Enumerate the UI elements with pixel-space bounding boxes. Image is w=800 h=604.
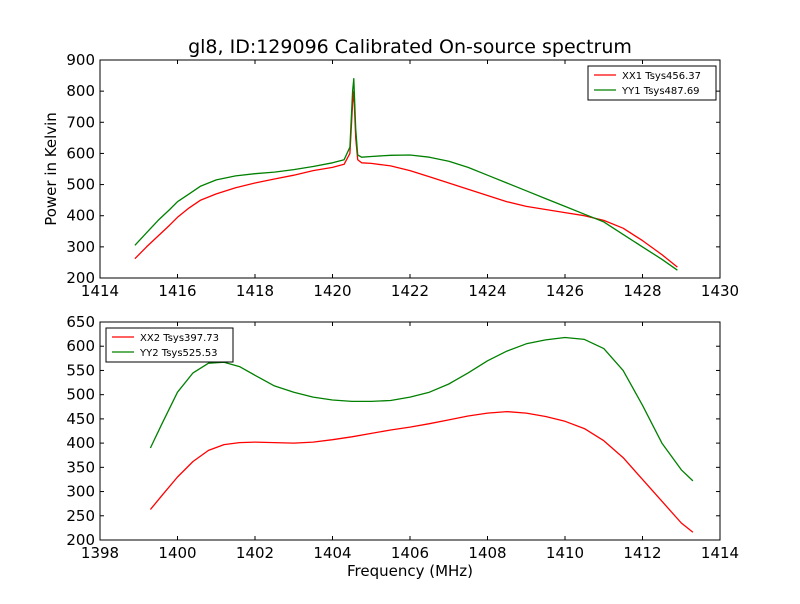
x-tick-label: 1400	[158, 544, 196, 562]
y-tick-label: 200	[66, 531, 95, 549]
x-tick-label: 1402	[236, 544, 274, 562]
series-line-1-1	[134, 90, 678, 268]
y-tick-label: 800	[66, 82, 95, 100]
y-tick-label: 300	[66, 483, 95, 501]
x-tick-label: 1404	[313, 544, 351, 562]
y-tick-label: 300	[66, 238, 95, 256]
chart-title: gl8, ID:129096 Calibrated On-source spec…	[188, 36, 632, 58]
x-tick-label: 1422	[391, 282, 429, 300]
legend-box	[105, 327, 234, 363]
y-tick-label: 400	[66, 434, 95, 452]
x-tick-label: 1426	[546, 282, 584, 300]
chart-panel-2: 1398 1400 1402 1404 1406 1408 1410 1412 1414 200 2…	[66, 313, 739, 580]
y-tick-label: 600	[66, 144, 95, 162]
y-tick-label: 600	[66, 337, 95, 355]
legend-entry: XX1 Tsys456.37	[622, 71, 701, 82]
x-tick-label: 1416	[158, 282, 196, 300]
y-tick-label: 450	[66, 410, 95, 428]
chart-panel-1: 1414 1416 1418 1420 1422 1424 1426 1428 1430 200 3…	[42, 51, 739, 300]
y-tick-label: 250	[66, 507, 95, 525]
x-axis-label: Frequency (MHz)	[347, 562, 473, 580]
x-tick-label: 1428	[623, 282, 661, 300]
y-axis-label: Power in Kelvin	[42, 112, 60, 226]
legend-entry: XX2 Tsys397.73	[140, 333, 219, 344]
x-tick-label: 1410	[546, 544, 584, 562]
y-tick-label: 350	[66, 458, 95, 476]
y-tick-label: 550	[66, 361, 95, 379]
y-tick-label: 200	[66, 269, 95, 287]
x-tick-label: 1418	[236, 282, 274, 300]
x-tick-label: 1412	[623, 544, 661, 562]
x-tick-label: 1406	[391, 544, 429, 562]
y-tick-label: 700	[66, 113, 95, 131]
y-tick-label: 650	[66, 313, 95, 331]
x-tick-label: 1430	[701, 282, 739, 300]
legend: XX2 Tsys397.73 YY2 Tsys525.53	[105, 327, 234, 363]
x-tick-label: 1408	[468, 544, 506, 562]
legend: XX1 Tsys456.37 YY1 Tsys487.69	[587, 65, 717, 101]
x-tick-label: 1398	[81, 544, 119, 562]
series-line-1-2	[134, 78, 678, 271]
y-tick-label: 400	[66, 207, 95, 225]
y-tick-label: 900	[66, 51, 95, 69]
legend-box	[587, 65, 717, 101]
legend-entry: YY2 Tsys525.53	[139, 348, 218, 359]
x-tick-label: 1414	[81, 282, 119, 300]
x-tick-label: 1414	[701, 544, 739, 562]
x-tick-label: 1424	[468, 282, 506, 300]
y-tick-label: 500	[66, 386, 95, 404]
x-tick-label: 1420	[313, 282, 351, 300]
series-line-2-1	[149, 410, 694, 533]
legend-entry: YY1 Tsys487.69	[621, 86, 700, 97]
y-tick-label: 500	[66, 176, 95, 194]
